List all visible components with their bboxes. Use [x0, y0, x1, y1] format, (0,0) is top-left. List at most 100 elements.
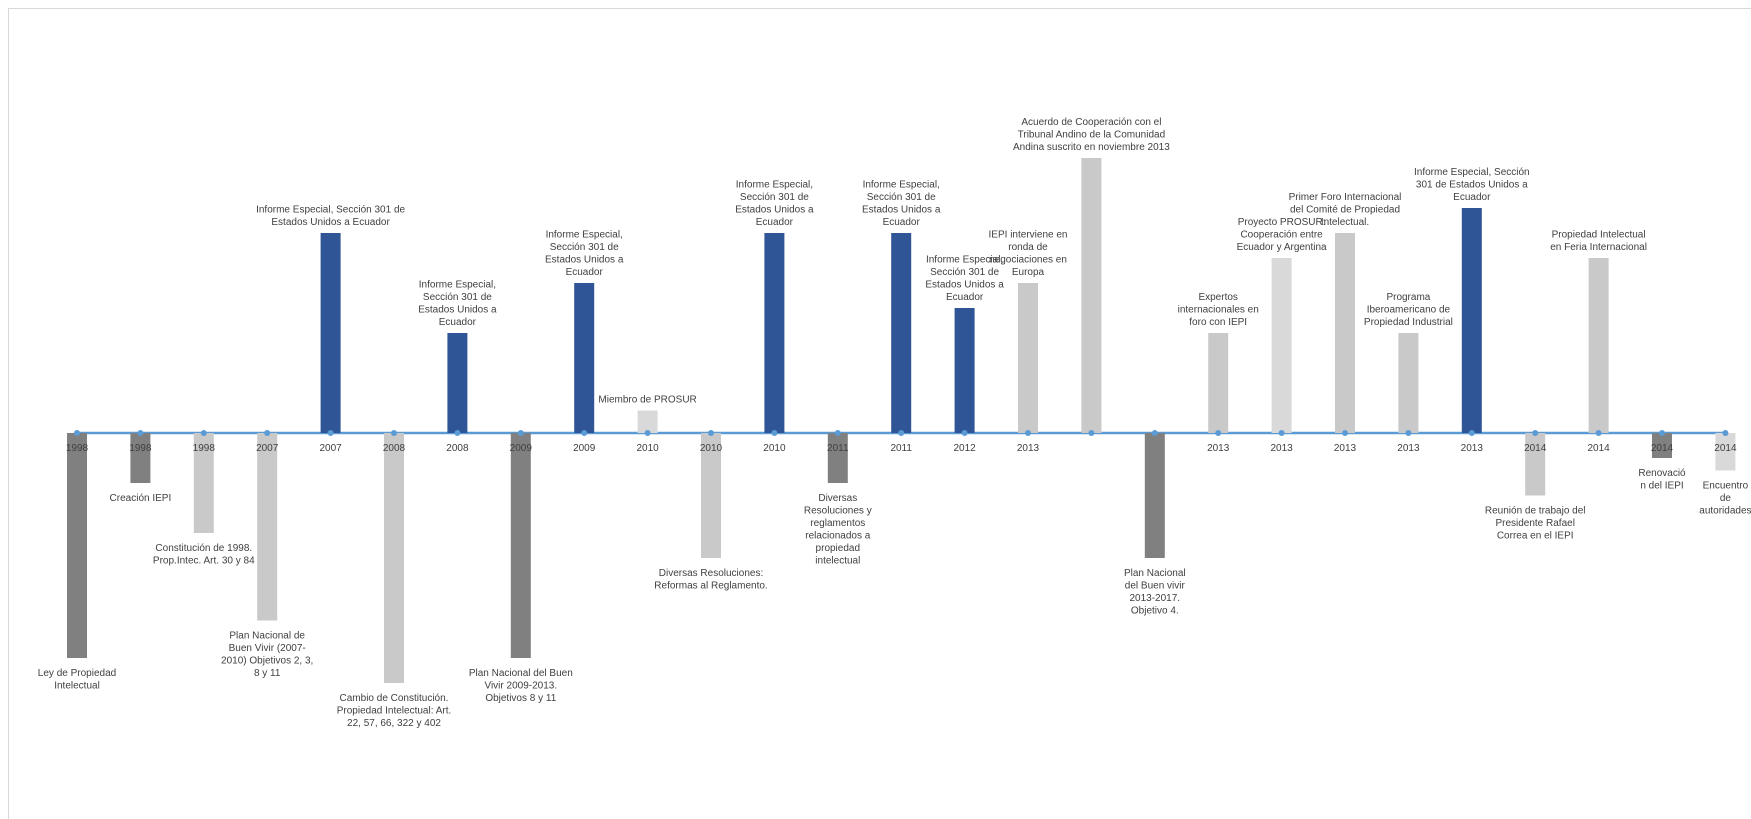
tick-label-3: 2007 [256, 443, 279, 454]
data-label-21: Programa Iberoamericano de Propiedad Indus… [1364, 292, 1453, 328]
data-label-6: Informe Especial, Sección 301 de Estados U… [418, 280, 497, 329]
bar-22 [1461, 208, 1482, 433]
tick-label-1: 1998 [129, 443, 152, 454]
data-label-10: Diversas Resoluciones: Reformas al Reglam… [654, 568, 767, 592]
axis-marker-25 [1659, 430, 1665, 436]
data-label-16: Acuerdo de Cooperación con el Tribunal An… [1013, 117, 1170, 153]
axis-marker-15 [1025, 430, 1031, 436]
data-label-20: Primer Foro Internacional del Comité de P… [1289, 192, 1402, 228]
data-label-13: Informe Especial, Sección 301 de Estados U… [862, 180, 941, 229]
tick-label-4: 2007 [319, 443, 342, 454]
bar-3 [257, 433, 278, 621]
data-label-24: Propiedad Intelectual en Feria Internacio… [1550, 230, 1647, 254]
bar-15 [1018, 283, 1038, 433]
tick-label-19: 2013 [1270, 443, 1293, 454]
bar-0 [67, 433, 87, 658]
tick-label-18: 2013 [1207, 443, 1230, 454]
tick-label-22: 2013 [1461, 443, 1484, 454]
bars-group [67, 158, 1736, 683]
axis-marker-13 [898, 430, 905, 436]
tick-label-5: 2008 [383, 443, 406, 454]
bar-11 [764, 233, 785, 433]
data-label-4: Informe Especial, Sección 301 de Estados … [256, 205, 405, 229]
axis-marker-2 [200, 430, 207, 436]
bar-26 [1715, 433, 1736, 471]
data-label-5: Cambio de Constitución. Propiedad Intelec… [337, 693, 452, 729]
bar-14 [954, 308, 975, 433]
axis-marker-10 [708, 430, 714, 436]
axis-marker-26 [1722, 430, 1729, 436]
bar-8 [574, 283, 595, 433]
bar-20 [1335, 233, 1355, 433]
bar-13 [891, 233, 912, 433]
axis-marker-24 [1595, 430, 1602, 436]
bar-25 [1652, 433, 1672, 458]
axis-marker-11 [771, 430, 778, 436]
tick-label-15: 2013 [1017, 443, 1040, 454]
axis-marker-5 [391, 430, 397, 436]
bar-24 [1588, 258, 1609, 433]
data-label-15: IEPI interviene en ronda de negociaciones … [989, 230, 1068, 279]
data-label-1: Creación IEPI [110, 493, 172, 504]
data-label-25: Renovació n del IEPI [1638, 468, 1686, 492]
tick-label-8: 2009 [573, 443, 596, 454]
axis-marker-21 [1405, 430, 1412, 436]
tick-label-10: 2010 [700, 443, 723, 454]
bar-10 [701, 433, 721, 558]
tick-label-6: 2008 [446, 443, 469, 454]
data-label-19: Proyecto PROSUR: Cooperación entre Ecuador… [1237, 217, 1327, 253]
bar-18 [1208, 333, 1229, 433]
axis-marker-19 [1278, 430, 1285, 436]
data-label-7: Plan Nacional del Buen Vivir 2009-2013. Ob… [469, 668, 573, 704]
bar-9 [637, 410, 658, 433]
axis-marker-22 [1468, 430, 1475, 436]
bar-7 [510, 433, 531, 658]
data-label-22: Informe Especial, Sección 301 de Estados … [1414, 167, 1530, 203]
tick-label-13: 2011 [890, 443, 912, 454]
data-label-18: Expertos internacionales en foro con IEPI [1178, 292, 1259, 328]
tick-label-26: 2014 [1714, 443, 1737, 454]
data-label-8: Informe Especial, Sección 301 de Estados U… [545, 230, 624, 279]
data-labels: Ley de Propiedad Intelectual Creación IEPI… [38, 117, 1751, 729]
tick-label-24: 2014 [1587, 443, 1610, 454]
bar-16 [1081, 158, 1102, 433]
tick-label-23: 2014 [1524, 443, 1547, 454]
axis-marker-0 [74, 430, 80, 436]
axis-markers [74, 430, 1729, 436]
bar-21 [1398, 333, 1419, 433]
tick-label-2: 1998 [193, 443, 216, 454]
bar-5 [384, 433, 404, 683]
tick-label-12: 2011 [827, 443, 849, 454]
tick-label-9: 2010 [636, 443, 659, 454]
bar-17 [1144, 433, 1165, 558]
data-label-12: Diversas Resoluciones y reglamentos relacio… [804, 493, 872, 567]
axis-marker-16 [1088, 430, 1095, 436]
axis-marker-17 [1151, 430, 1158, 436]
axis-marker-7 [517, 430, 524, 436]
tick-label-11: 2010 [763, 443, 786, 454]
bar-19 [1271, 258, 1292, 433]
tick-label-0: 1998 [66, 443, 89, 454]
tick-label-7: 2009 [510, 443, 533, 454]
tick-label-21: 2013 [1397, 443, 1420, 454]
bar-6 [447, 333, 468, 433]
axis-marker-12 [834, 430, 841, 436]
axis-marker-20 [1342, 430, 1348, 436]
data-label-26: Encuentro de autoridades [1699, 481, 1751, 517]
bar-2 [193, 433, 214, 533]
data-label-23: Reunión de trabajo del Presidente Rafael C… [1485, 506, 1586, 542]
axis-marker-1 [137, 430, 144, 436]
data-label-2: Constitución de 1998. Prop.Intec. Art. 30… [153, 543, 255, 567]
chart-frame [8, 8, 1751, 819]
tick-labels: 1998 1998 1998 2007 2007 2008 2008 2009 2009 2010… [66, 443, 1737, 454]
bar-12 [827, 433, 848, 483]
axis-marker-4 [327, 430, 334, 436]
axis-marker-18 [1215, 430, 1222, 436]
data-label-14: Informe Especial, Sección 301 de Estados U… [925, 255, 1004, 304]
axis-marker-14 [961, 430, 968, 436]
data-label-3: Plan Nacional de Buen Vivir (2007-2010) O… [221, 631, 313, 680]
axis-marker-9 [644, 430, 651, 436]
data-label-11: Informe Especial, Sección 301 de Estados U… [735, 180, 814, 229]
bar-23 [1525, 433, 1546, 496]
